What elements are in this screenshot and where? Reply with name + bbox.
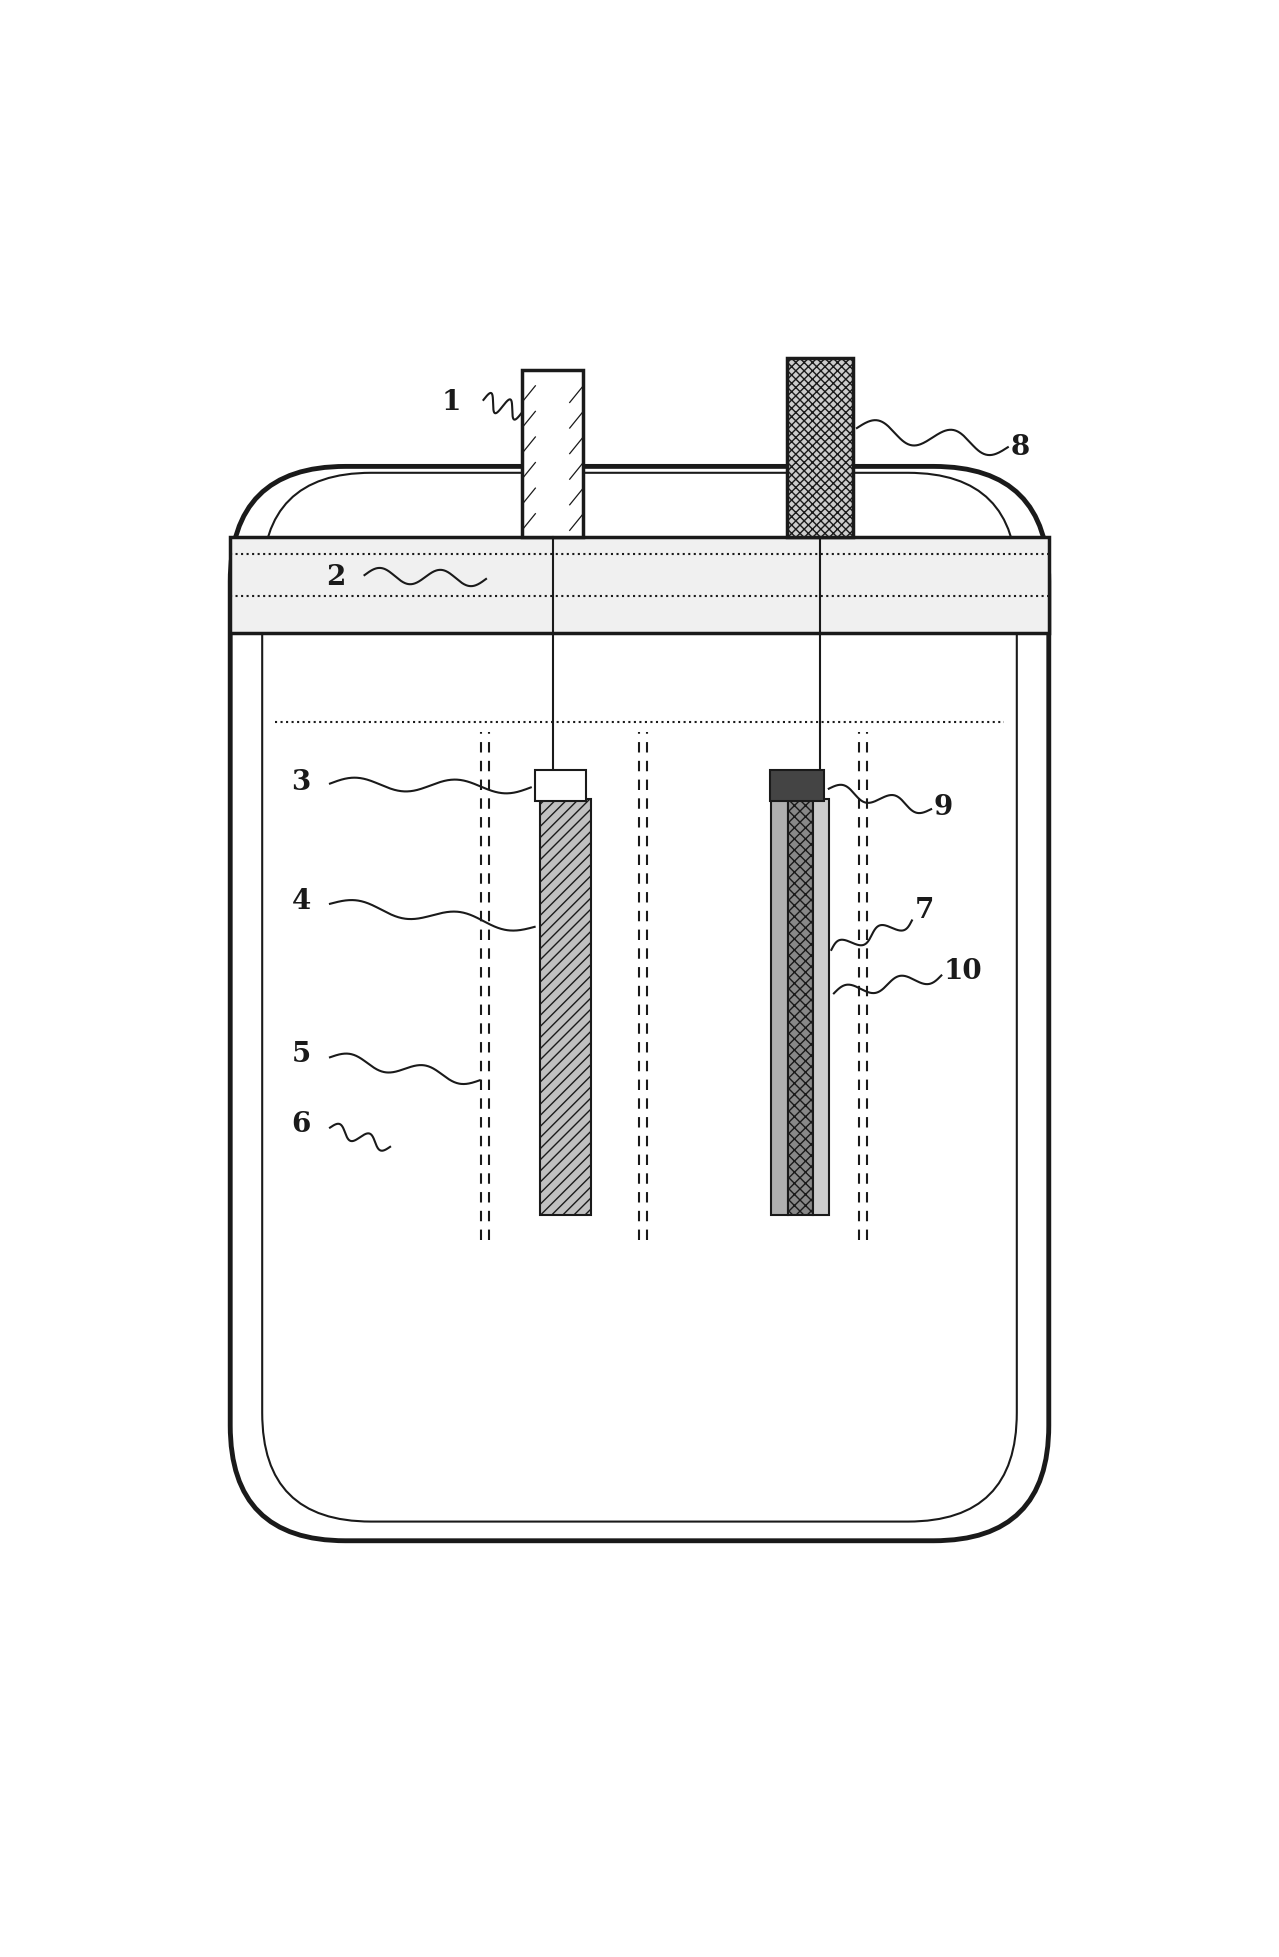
Bar: [522, 372, 583, 538]
Bar: [770, 771, 824, 802]
Bar: [813, 800, 829, 1215]
Text: 6: 6: [292, 1112, 311, 1137]
Text: 4: 4: [292, 887, 311, 914]
Bar: [535, 771, 586, 802]
Text: 9: 9: [934, 795, 953, 820]
Bar: [787, 358, 853, 538]
Text: 8: 8: [1010, 432, 1030, 460]
Text: 7: 7: [914, 896, 934, 924]
Bar: [788, 800, 813, 1215]
Bar: [540, 800, 591, 1215]
Bar: [230, 538, 1049, 634]
Text: 2: 2: [326, 564, 345, 591]
Text: 5: 5: [292, 1041, 311, 1069]
Bar: [771, 800, 788, 1215]
FancyBboxPatch shape: [230, 468, 1049, 1540]
Text: 10: 10: [944, 957, 982, 984]
Text: 1: 1: [441, 389, 460, 415]
Text: 3: 3: [292, 769, 311, 795]
